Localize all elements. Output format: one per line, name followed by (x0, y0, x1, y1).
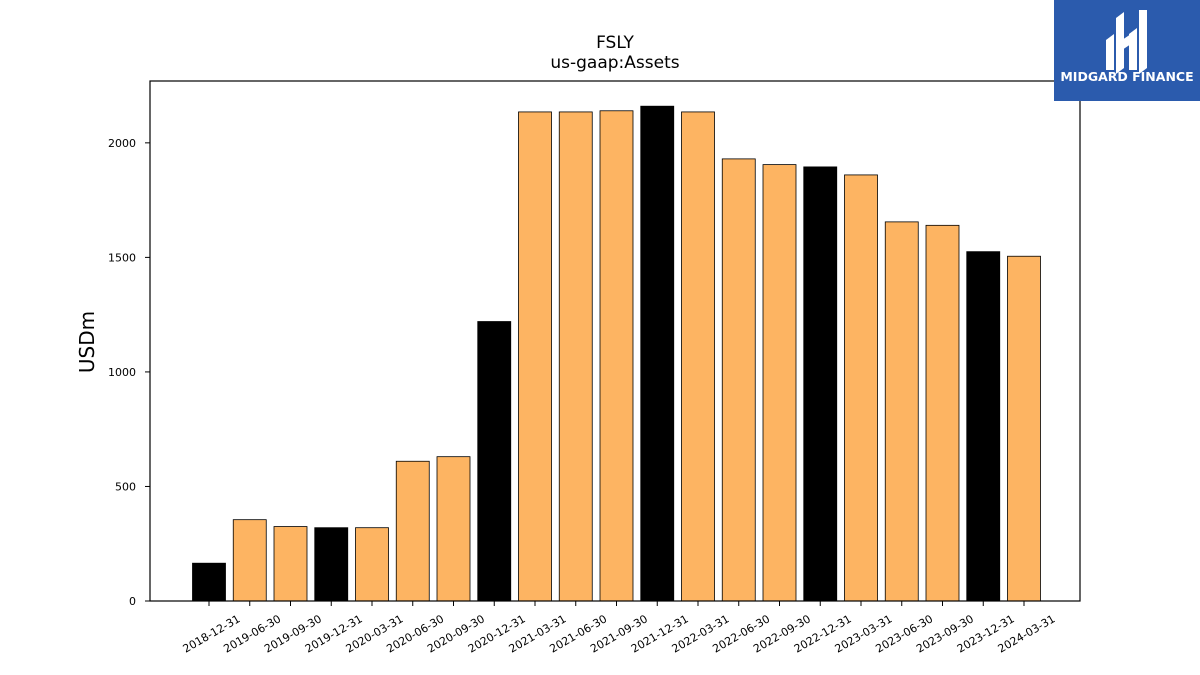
logo-text: MIDGARD FINANCE (1060, 69, 1193, 84)
bar-2021-06-30 (558, 111, 593, 602)
bar-2023-12-31 (966, 251, 1001, 602)
logo-background (1054, 0, 1200, 101)
brand-logo: MIDGARD FINANCE (1054, 0, 1200, 101)
y-tick-label: 2000 (108, 137, 136, 150)
bar-2020-12-31 (477, 321, 512, 602)
bar-2022-09-30 (762, 164, 797, 602)
bar-2021-09-30 (599, 110, 634, 602)
bar-2022-06-30 (721, 158, 756, 602)
bar-2019-12-31 (314, 527, 349, 602)
y-axis-label: USDm (75, 311, 99, 373)
bar-2022-12-31 (803, 166, 838, 602)
bars-group (192, 105, 1041, 602)
bar-2021-12-31 (640, 105, 675, 602)
chart-title: FSLY (596, 33, 634, 53)
bar-2024-03-31 (1007, 255, 1041, 602)
bar-2020-03-31 (355, 527, 389, 602)
plot-frame (149, 80, 1081, 602)
y-tick-label: 1000 (108, 366, 136, 379)
bar-2021-03-31 (518, 111, 552, 602)
y-tick-label: 0 (129, 595, 136, 608)
y-tick-label: 500 (115, 480, 136, 493)
bar-2020-09-30 (436, 456, 471, 602)
chart-subtitle: us-gaap:Assets (550, 53, 679, 73)
x-ticks-group: 2018-12-312019-06-302019-09-302019-12-31… (181, 601, 1058, 656)
bar-2023-09-30 (925, 224, 960, 602)
bar-2022-03-31 (681, 111, 715, 602)
logo-mark-icon (1106, 10, 1147, 74)
bar-2023-06-30 (884, 221, 919, 602)
bar-2018-12-31 (192, 562, 226, 602)
y-ticks-group: 0 500 1000 1500 2000 (108, 137, 150, 608)
y-tick-label: 1500 (108, 251, 136, 264)
bar-2023-03-31 (844, 174, 878, 602)
bar-2019-06-30 (232, 519, 267, 602)
bar-2020-06-30 (395, 460, 430, 602)
bar-2019-09-30 (273, 526, 308, 602)
